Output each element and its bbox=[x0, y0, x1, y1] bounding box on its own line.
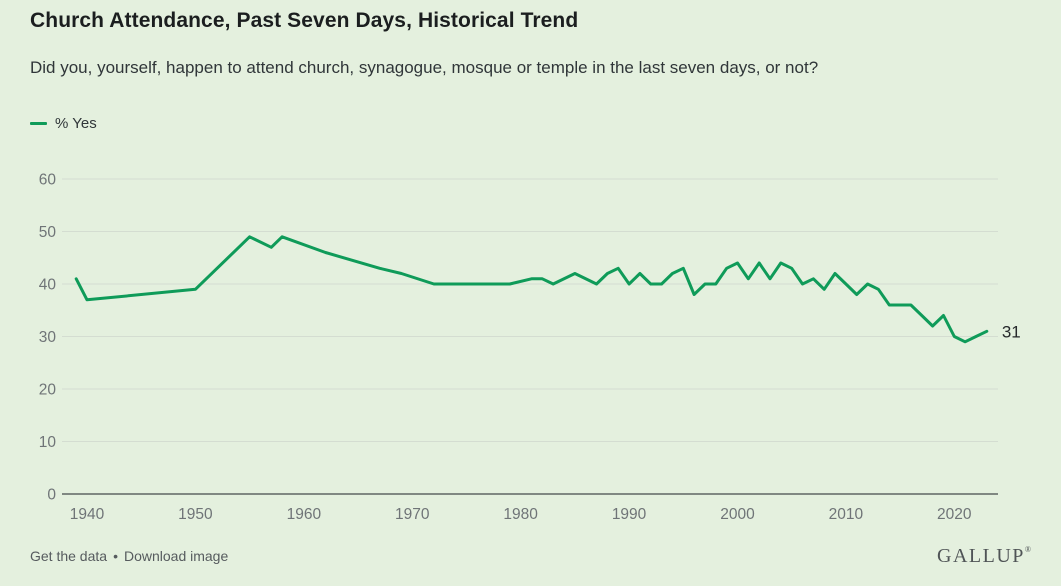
x-tick-label: 2000 bbox=[720, 506, 755, 523]
y-tick-label: 40 bbox=[39, 277, 57, 294]
footer-links: Get the data • Download image bbox=[30, 548, 228, 564]
x-tick-label: 1970 bbox=[395, 506, 430, 523]
registered-mark-icon: ® bbox=[1024, 545, 1031, 554]
x-tick-label: 1960 bbox=[287, 506, 322, 523]
y-tick-label: 20 bbox=[39, 382, 57, 399]
y-tick-label: 10 bbox=[39, 434, 57, 451]
trend-line-pct-yes[interactable] bbox=[74, 235, 989, 344]
gallup-logo: GALLUP® bbox=[937, 545, 1031, 568]
end-value-label: 31 bbox=[1002, 322, 1021, 341]
chart-title: Church Attendance, Past Seven Days, Hist… bbox=[30, 9, 579, 32]
y-tick-label: 50 bbox=[39, 224, 57, 241]
legend-label: % Yes bbox=[55, 115, 97, 132]
y-tick-label: 60 bbox=[39, 172, 57, 189]
download-image-link[interactable]: Download image bbox=[123, 548, 229, 564]
get-the-data-link[interactable]: Get the data bbox=[30, 548, 108, 564]
y-tick-label: 30 bbox=[39, 329, 57, 346]
legend-line-swatch-icon bbox=[30, 122, 47, 125]
x-tick-label: 1980 bbox=[503, 506, 538, 523]
x-tick-label: 2020 bbox=[937, 506, 972, 523]
footer-separator: • bbox=[113, 548, 118, 564]
gallup-wordmark: GALLUP bbox=[937, 545, 1025, 567]
legend: % Yes bbox=[30, 115, 97, 132]
x-tick-label: 1940 bbox=[70, 506, 105, 523]
trend-line-chart: 0 10 20 30 40 50 60 1940 1950 1960 1970 1980 1990 200… bbox=[39, 172, 1021, 524]
x-tick-label: 1990 bbox=[612, 506, 647, 523]
x-tick-label: 2010 bbox=[829, 506, 864, 523]
y-tick-label: 0 bbox=[47, 487, 56, 504]
survey-question: Did you, yourself, happen to attend chur… bbox=[30, 58, 819, 77]
x-tick-label: 1950 bbox=[178, 506, 213, 523]
